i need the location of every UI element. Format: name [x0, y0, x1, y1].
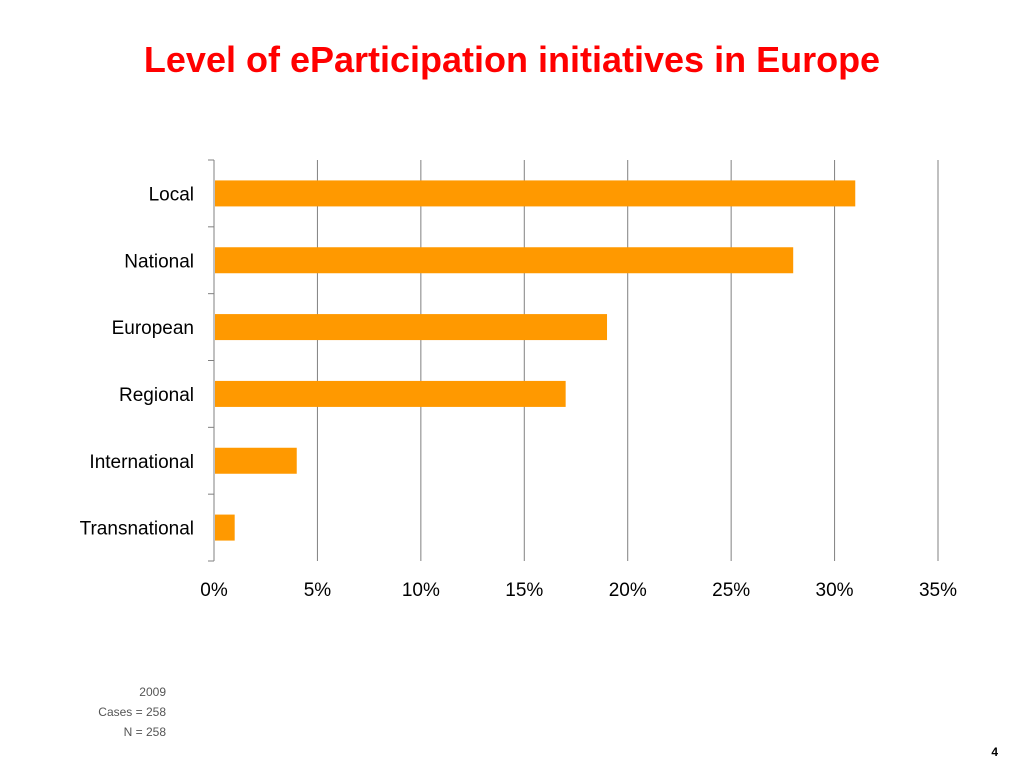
bar-european — [215, 314, 608, 341]
category-label: National — [124, 251, 194, 272]
x-tick-label: 10% — [402, 580, 440, 601]
bar-transnational — [215, 514, 235, 541]
x-tick-label: 15% — [505, 580, 543, 601]
slide-title: Level of eParticipation initiatives in E… — [143, 39, 881, 80]
bar-regional — [215, 380, 566, 407]
x-tick-label: 5% — [304, 580, 332, 601]
bar-international — [215, 447, 297, 474]
category-labels: Local National European Regional Internation… — [80, 184, 194, 539]
category-label: European — [112, 318, 194, 339]
chart-notes: 2009 Cases = 258 N = 258 — [40, 682, 166, 742]
x-tick-label: 35% — [919, 580, 957, 601]
category-label: Transnational — [80, 519, 194, 540]
category-axis — [208, 159, 215, 562]
category-label: Local — [149, 184, 194, 205]
note-n: N = 258 — [123, 725, 166, 739]
x-tick-label: 20% — [609, 580, 647, 601]
bar-local — [215, 180, 856, 207]
bars — [215, 180, 856, 541]
page-number: 4 — [991, 745, 998, 759]
category-label: International — [89, 452, 194, 473]
category-label: Regional — [119, 385, 194, 406]
note-year: 2009 — [139, 685, 166, 699]
x-tick-label: 30% — [816, 580, 854, 601]
value-axis-labels: 0% 5% 10% 15% 20% 25% 30% 35% — [200, 580, 957, 601]
note-cases: Cases = 258 — [98, 705, 166, 719]
x-tick-label: 0% — [200, 580, 228, 601]
x-tick-label: 25% — [712, 580, 750, 601]
bar-national — [215, 247, 794, 274]
grid-lines — [316, 160, 939, 561]
